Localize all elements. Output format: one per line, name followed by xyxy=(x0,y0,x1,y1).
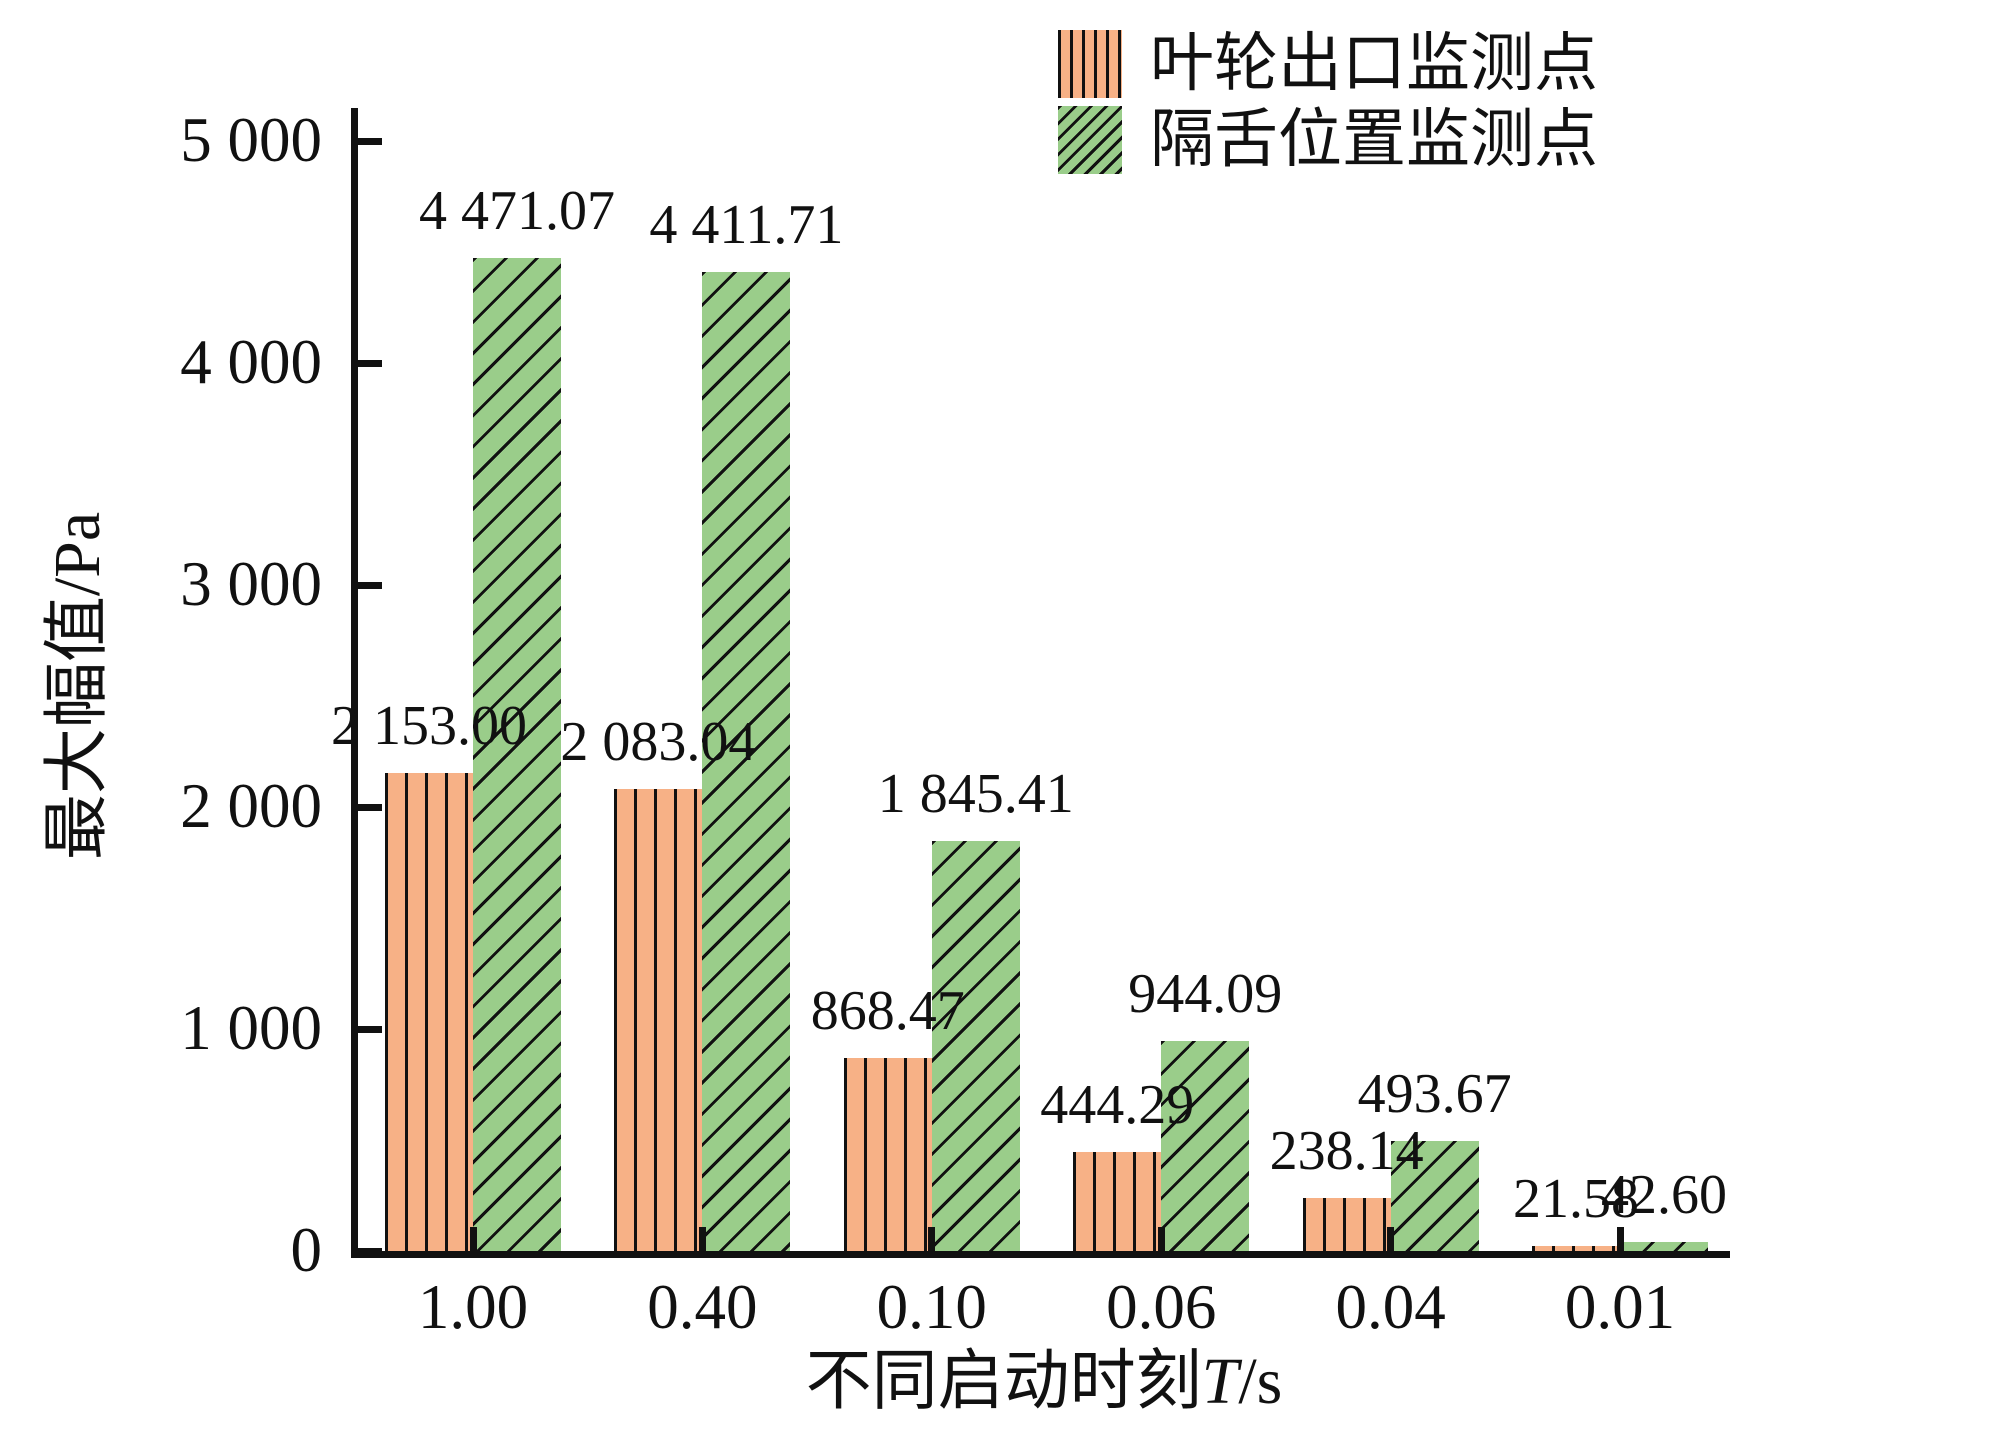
x-axis-tick-label-0.10: 0.10 xyxy=(876,1272,987,1342)
x-axis-tick-label-0.01: 0.01 xyxy=(1564,1272,1676,1342)
bar-tongue-0.40 xyxy=(702,272,791,1251)
y-axis-tick-label-4000: 4 000 xyxy=(180,327,322,397)
legend-label-tongue: 隔舌位置监测点 xyxy=(1150,104,1598,175)
bar-outlet-0.40 xyxy=(614,789,703,1251)
x-axis-tick-label-1.00: 1.00 xyxy=(417,1272,529,1342)
bar-outlet-0.04 xyxy=(1302,1198,1391,1251)
bar-tongue-1.00 xyxy=(473,258,561,1251)
y-axis-title: 最大幅值/Pa xyxy=(41,511,114,861)
bar-value-label-tongue-0.01: 42.60 xyxy=(1601,1164,1727,1226)
y-axis-tick-label-1000: 1 000 xyxy=(180,993,322,1063)
x-axis-tick-label-0.40: 0.40 xyxy=(647,1272,758,1342)
legend: 叶轮出口监测点 隔舌位置监测点 xyxy=(1058,30,1598,182)
bar-value-label-tongue-0.06: 944.09 xyxy=(1128,963,1283,1025)
bar-value-label-tongue-0.10: 1 845.41 xyxy=(877,763,1074,825)
x-axis-title-suffix: /s xyxy=(1238,1345,1283,1418)
bar-outlet-0.01 xyxy=(1532,1246,1620,1251)
y-axis-tick-label-3000: 3 000 xyxy=(180,549,322,619)
bar-outlet-1.00 xyxy=(385,773,473,1251)
legend-swatch-outlet-hatch-icon xyxy=(1058,30,1122,98)
bar-tongue-0.06 xyxy=(1161,1041,1250,1251)
x-axis-tick-label-0.06: 0.06 xyxy=(1106,1272,1217,1342)
bar-tongue-0.01 xyxy=(1620,1242,1708,1251)
plot-area: 2 153.00 4 471.07 2 083.04 4 411.71 868.47 1 … xyxy=(331,108,1730,1258)
bar-value-label-outlet-1.00: 2 153.00 xyxy=(331,695,527,757)
bar-value-label-outlet-0.10: 868.47 xyxy=(810,980,965,1042)
legend-label-outlet: 叶轮出口监测点 xyxy=(1150,28,1598,99)
legend-swatch-tongue-hatch-icon xyxy=(1058,106,1122,174)
x-axis-title-prefix: 不同启动时刻 xyxy=(805,1345,1202,1418)
bar-value-label-tongue-1.00: 4 471.07 xyxy=(419,180,615,242)
y-axis-tick-label-2000: 2 000 xyxy=(180,771,322,841)
x-axis-tick-label-0.04: 0.04 xyxy=(1335,1272,1446,1342)
x-axis-tick-1.00 xyxy=(469,1227,477,1251)
x-axis-title: 不同启动时刻T/s xyxy=(544,1344,1544,1420)
y-axis-tick-1000 xyxy=(358,1025,382,1033)
x-axis-tick-0.04 xyxy=(1387,1227,1395,1251)
legend-item-outlet: 叶轮出口监测点 xyxy=(1058,30,1598,98)
y-axis-tick-label-0: 0 xyxy=(290,1215,323,1285)
y-axis-tick-5000 xyxy=(358,137,382,145)
bar-value-label-tongue-0.40: 4 411.71 xyxy=(649,194,844,256)
bar-value-label-outlet-0.40: 2 083.04 xyxy=(560,711,757,773)
bar-outlet-0.10 xyxy=(843,1058,932,1251)
bar-tongue-0.04 xyxy=(1390,1141,1479,1251)
legend-item-tongue: 隔舌位置监测点 xyxy=(1058,106,1598,174)
y-axis-tick-4000 xyxy=(358,359,382,367)
bar-value-label-outlet-0.06: 444.29 xyxy=(1040,1074,1195,1136)
bar-outlet-0.06 xyxy=(1073,1152,1162,1251)
x-axis-tick-0.40 xyxy=(698,1227,706,1251)
bar-value-label-tongue-0.04: 493.67 xyxy=(1357,1063,1512,1125)
y-axis-tick-0 xyxy=(358,1247,382,1255)
x-axis-tick-0.10 xyxy=(928,1227,936,1251)
bar-tongue-0.10 xyxy=(931,841,1020,1251)
bar-value-label-outlet-0.04: 238.14 xyxy=(1269,1120,1424,1182)
x-axis-tick-0.01 xyxy=(1616,1227,1624,1251)
bar-value-label-outlet-0.01: 21.58 xyxy=(1513,1168,1639,1230)
y-axis-tick-3000 xyxy=(358,581,382,589)
x-axis-tick-0.06 xyxy=(1157,1227,1165,1251)
y-axis-tick-2000 xyxy=(358,803,382,811)
y-axis-tick-label-5000: 5 000 xyxy=(180,105,322,175)
x-axis-title-variable: T xyxy=(1201,1345,1239,1418)
